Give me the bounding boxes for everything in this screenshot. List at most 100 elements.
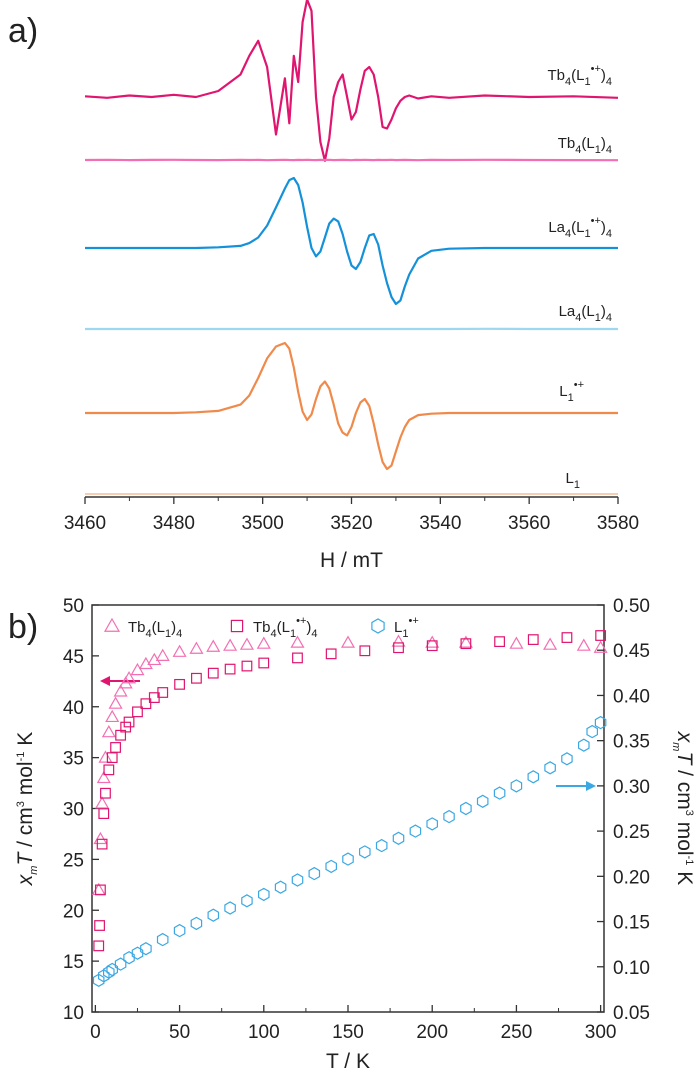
epr-series-label: Tb4(L1)4 [558, 135, 612, 156]
epr-trace-line [84, 0, 619, 162]
chi-t-data-point [191, 672, 202, 684]
chi-t-data-point [173, 923, 186, 938]
chi-t-data-point [106, 962, 118, 977]
chi-t-data-point [342, 852, 354, 866]
epr-series-label-part: L [566, 470, 574, 487]
epr-series-label-part: (L [581, 135, 594, 152]
chi-t-data-point [110, 742, 121, 753]
chi-t-data-point [96, 838, 108, 850]
epr-series-label-part: 1 [595, 312, 601, 324]
y-right-axis-title-part: x [673, 731, 696, 744]
legend-label: Tb4(L1)4 [128, 619, 182, 640]
epr-x-axis: 3460 3480 3500 3520 3540 3560 3580 H / mT [64, 496, 639, 572]
chi-t-data-point [207, 908, 220, 922]
epr-x-tick-label: 3460 [64, 513, 106, 534]
chi-t-data-point [576, 638, 591, 651]
epr-series-label: La4(L1)4 [559, 303, 612, 324]
legend-marker [230, 619, 244, 633]
chi-t-data-point [138, 656, 153, 670]
chi-t-data-point [147, 652, 162, 666]
epr-series-label-part: •+ [591, 215, 601, 227]
chi-t-data-point [239, 637, 254, 650]
y-right-axis-title-part: K [673, 865, 696, 885]
y-right-tick-label: 0.20 [613, 867, 650, 888]
chi-t-data-point [223, 638, 238, 651]
chi-t-data-point [594, 715, 607, 730]
chi-t-data-point [578, 738, 590, 752]
y-right-axis-title-part: mol [673, 816, 696, 856]
y-left-axis-title-part: / cm [14, 807, 37, 853]
x-tick-label: 250 [501, 1022, 533, 1043]
chi-t-data-point [256, 636, 271, 649]
magnetic-susceptibility-panel: b) 0 50 100 150 200 250 3001015202530354045500… [8, 596, 696, 1073]
epr-x-tick-label: 3480 [153, 513, 195, 534]
epr-series-label-part: 4 [575, 144, 581, 156]
chi-t-data-point [123, 716, 135, 728]
epr-series-label-part: 1 [574, 479, 580, 491]
chi-t-data-point [157, 687, 169, 698]
x-axis-title: T / K [326, 1050, 370, 1073]
legend-label-part: 1 [402, 628, 408, 640]
chi-t-data-point [94, 920, 105, 931]
chi-t-data-point [206, 639, 221, 652]
chi-t-data-point [393, 642, 404, 654]
epr-x-tick-label: 3520 [330, 513, 372, 534]
legend-label-part: 4 [311, 628, 317, 640]
x-tick-label: 200 [416, 1022, 448, 1043]
epr-series-label-part: ) [601, 219, 606, 236]
y-left-axis-title: xmT / cm3 mol-1 K [14, 732, 40, 886]
chi-t-data-point [258, 887, 270, 902]
epr-series-label-part: ) [601, 67, 606, 84]
chi-t-data-point [426, 817, 438, 831]
epr-x-tick-label: 3500 [242, 513, 284, 534]
epr-series-label-part: (L [571, 219, 584, 236]
chi-t-data-point [103, 764, 115, 776]
chi-t-data-point [258, 657, 270, 669]
chi-t-data-point [425, 635, 440, 648]
legend-label-part: (L [277, 619, 290, 636]
chi-t-data-point [174, 678, 185, 690]
legend-label-part: (L [152, 619, 165, 636]
chi-t-data-point [409, 824, 422, 838]
y-left-tick-label: 45 [63, 647, 84, 668]
chi-t-data-point [93, 831, 108, 845]
chi-t-data-point [460, 638, 472, 650]
chi-t-legend: Tb4(L1)4 Tb4(L1•+)4 L1•+ [103, 615, 419, 640]
chi-t-data-point [274, 880, 287, 894]
y-right-axis-title: xmT / cm3 mol-1 K [670, 731, 696, 885]
epr-series-label-part: 4 [606, 312, 612, 324]
chi-t-data-point [224, 663, 236, 675]
chi-t-data-points [91, 630, 608, 987]
legend-label-part: 4 [146, 628, 152, 640]
chi-t-data-point [93, 940, 105, 952]
epr-series-label-part: 4 [565, 76, 571, 88]
epr-series-label: Tb4(L1•+)4 [547, 63, 612, 88]
epr-series-label-part: •+ [591, 63, 601, 75]
y-left-tick-label: 10 [63, 1003, 84, 1024]
chi-t-data-point [359, 645, 371, 657]
epr-trace-line [85, 341, 618, 471]
chi-t-data-point [494, 636, 505, 648]
epr-series-label-part: 4 [606, 144, 612, 156]
y-left-axis-title-part: mol [14, 761, 37, 801]
epr-series-label-part: La [559, 303, 576, 320]
epr-series-label-part: •+ [574, 379, 584, 391]
legend-marker [371, 618, 385, 634]
chi-t-data-point [95, 796, 110, 809]
epr-series-label-part: 1 [584, 76, 590, 88]
legend-label: Tb4(L1•+)4 [253, 615, 318, 640]
chi-t-data-point [189, 641, 204, 654]
chi-t-data-point [105, 709, 120, 723]
chi-t-data-point [98, 750, 113, 763]
epr-series-group: Tb4(L1•+)4Tb4(L1)4La4(L1•+)4La4(L1)4L1•+… [84, 0, 619, 495]
chi-t-data-point [241, 660, 253, 672]
chi-t-data-point [458, 635, 473, 648]
panel-a-label: a) [8, 12, 38, 50]
y-right-axis-title-group: xmT / cm3 mol-1 K [670, 731, 696, 885]
chi-t-data-point [156, 932, 169, 947]
chi-t-data-point [544, 761, 556, 775]
y-right-tick-label: 0.40 [613, 686, 650, 707]
epr-series-label-part: 4 [575, 312, 581, 324]
y-right-axis-title-part: -1 [683, 856, 695, 866]
